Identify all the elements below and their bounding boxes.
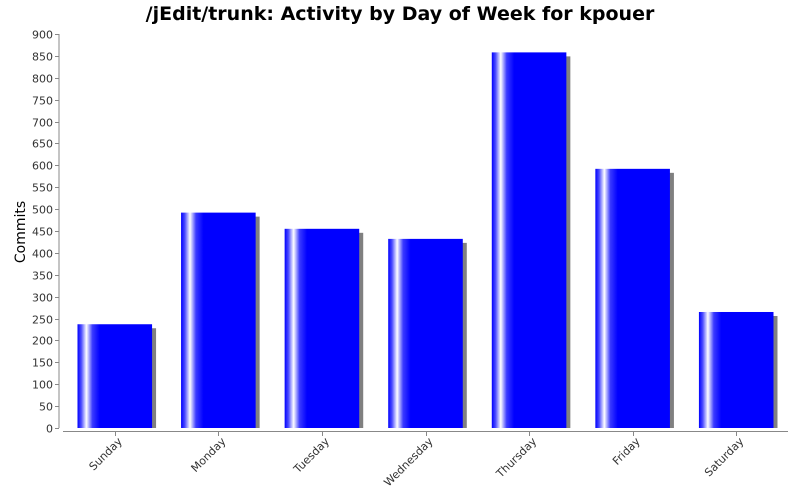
y-tick-label: 100 [32,379,53,392]
chart-title: /jEdit/trunk: Activity by Day of Week fo… [145,3,655,25]
bar [491,52,567,429]
y-tick-label: 150 [32,357,53,370]
x-axis: Sunday Monday Tuesday Wednesday Thursday Frid… [63,431,788,490]
y-tick-label: 550 [32,182,53,195]
y-tick-label: 0 [46,423,53,436]
x-tick-label: Sunday [87,435,126,474]
y-axis: 0 50 100 150 200 250 300 350 400 450 500 550 600 650 7… [32,29,60,436]
y-tick-label: 700 [32,117,53,130]
y-tick-label: 450 [32,226,53,239]
y-tick-label: 200 [32,335,53,348]
x-tick-label: Saturday [702,435,747,480]
x-tick-label: Monday [189,435,229,475]
y-tick-label: 300 [32,292,53,305]
y-tick-label: 750 [32,95,53,108]
y-tick-label: 650 [32,138,53,151]
y-tick-label: 800 [32,73,53,86]
bars [77,52,778,429]
x-tick-label: Wednesday [381,435,436,490]
y-tick-label: 250 [32,314,53,327]
bar [698,311,774,428]
bar [284,228,360,428]
x-tick-label: Tuesday [290,435,332,477]
x-tick-label: Thursday [493,435,539,481]
y-tick-label: 50 [39,401,53,414]
y-tick-label: 850 [32,51,53,64]
y-tick-label: 900 [32,29,53,42]
y-tick-label: 500 [32,204,53,217]
x-tick-label: Friday [610,435,643,468]
y-tick-label: 400 [32,248,53,261]
y-tick-label: 350 [32,270,53,283]
bar [388,238,463,428]
bar [181,212,256,428]
y-axis-title: Commits [13,201,29,263]
y-tick-label: 600 [32,160,53,173]
bar [77,324,153,428]
bar [595,168,670,428]
